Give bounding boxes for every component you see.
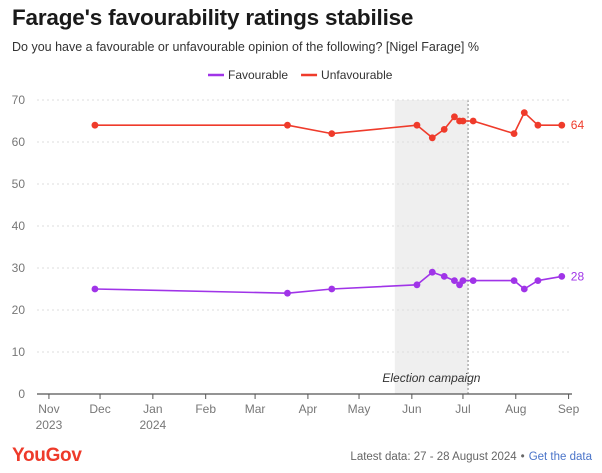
- chart-subtitle: Do you have a favourable or unfavourable…: [12, 40, 479, 54]
- footer-separator: •: [520, 451, 525, 463]
- x-axis: Nov 2023 Dec Jan 2024 Feb Mar Apr May Jun Jul Aug Se…: [36, 394, 580, 432]
- election-campaign-label: Election campaign: [382, 371, 480, 385]
- data-point-favourable: [520, 285, 528, 293]
- x-tick-label: Dec: [89, 402, 110, 416]
- x-tick-label: May: [348, 402, 371, 416]
- data-point-unfavourable: [469, 117, 477, 125]
- y-tick-label: 40: [12, 219, 26, 233]
- footer: Latest data: 27 - 28 August 2024 • Get the…: [350, 451, 592, 463]
- x-tick-label: Nov: [38, 402, 59, 416]
- yougov-logo: YouGov: [12, 445, 82, 466]
- y-tick-label: 0: [18, 387, 25, 401]
- latest-data-text: Latest data: 27 - 28 August 2024: [350, 451, 517, 463]
- x-tick-label: Feb: [195, 402, 216, 416]
- y-tick-label: 10: [12, 345, 26, 359]
- data-point-unfavourable: [451, 113, 458, 121]
- data-point-favourable: [413, 281, 421, 289]
- data-point-favourable: [558, 273, 566, 280]
- series-line-unfavourable: [94, 111, 562, 139]
- legend-label-unfavourable: Unfavourable: [321, 68, 393, 82]
- x-tick-label: Aug: [505, 402, 526, 416]
- data-point-favourable: [91, 285, 99, 293]
- data-point-favourable: [510, 277, 518, 284]
- end-label-favourable: 28: [571, 269, 585, 283]
- gridlines: [37, 99, 572, 395]
- data-point-favourable: [459, 277, 467, 284]
- data-point-favourable: [440, 273, 448, 280]
- x-tick-label: Sep: [558, 402, 580, 416]
- x-tick-year-label: 2023: [36, 418, 63, 432]
- data-point-favourable: [469, 277, 477, 284]
- shaded-region-layer: Election campaign: [382, 100, 481, 394]
- y-tick-label: 60: [12, 135, 26, 149]
- election-campaign-shade: [394, 100, 469, 394]
- x-tick-year-label: 2024: [140, 418, 167, 432]
- y-tick-label: 20: [12, 303, 26, 317]
- data-point-favourable: [534, 277, 542, 284]
- series-unfavourable: 64: [91, 109, 585, 142]
- data-point-unfavourable: [520, 109, 528, 116]
- data-point-unfavourable: [428, 134, 436, 142]
- data-point-unfavourable: [459, 117, 467, 125]
- data-point-favourable: [451, 277, 458, 284]
- end-label-unfavourable: 64: [571, 118, 585, 132]
- legend-label-favourable: Favourable: [228, 68, 288, 82]
- get-the-data-link[interactable]: Get the data: [528, 451, 592, 463]
- data-point-unfavourable: [91, 121, 99, 129]
- x-tick-label: Jan: [143, 402, 162, 416]
- data-point-unfavourable: [440, 125, 448, 133]
- data-point-favourable: [284, 289, 291, 297]
- data-point-favourable: [328, 285, 336, 293]
- data-point-unfavourable: [510, 130, 518, 138]
- data-point-unfavourable: [284, 121, 291, 129]
- series-favourable: 28: [91, 268, 585, 297]
- data-point-unfavourable: [328, 130, 336, 138]
- y-axis: 0 10 20 30 40 50 60 70: [12, 93, 26, 401]
- y-tick-label: 30: [12, 261, 26, 275]
- x-tick-label: Jun: [402, 402, 421, 416]
- data-point-unfavourable: [413, 121, 421, 129]
- series-line-favourable: [94, 271, 562, 295]
- y-tick-label: 70: [12, 93, 26, 107]
- series-layer: 28 64: [91, 109, 585, 297]
- x-tick-label: Jul: [455, 402, 470, 416]
- data-point-favourable: [428, 268, 436, 276]
- data-point-unfavourable: [534, 121, 542, 129]
- chart-title: Farage's favourability ratings stabilise: [12, 5, 414, 30]
- x-tick-label: Mar: [245, 402, 266, 416]
- x-tick-label: Apr: [299, 402, 318, 416]
- data-point-unfavourable: [558, 121, 566, 129]
- legend: Favourable Unfavourable: [208, 68, 393, 82]
- y-tick-label: 50: [12, 177, 26, 191]
